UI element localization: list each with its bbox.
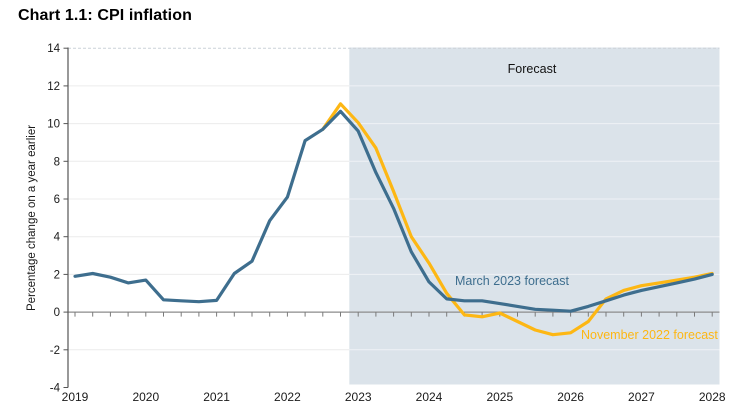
y-tick-label: 4 [54,232,61,244]
y-tick-label: 2 [54,269,60,281]
series-line-march-2023-forecast [73,109,714,313]
y-tick-label: 8 [54,156,60,168]
x-year-label: 2023 [345,390,372,404]
x-year-label: 2027 [628,390,655,404]
series-line-november-2022-forecast [321,102,714,337]
y-axis-label: Percentage change on a year earlier [26,124,38,311]
x-year-label: 2024 [416,390,443,404]
x-year-label: 2025 [486,390,513,404]
x-year-label: 2022 [274,390,301,404]
x-year-label: 2019 [62,390,89,404]
y-tick-label: 14 [47,43,60,55]
x-year-label: 2021 [203,390,230,404]
y-tick-label: 10 [47,119,60,131]
y-tick-label: 6 [54,194,60,206]
y-tick-label: 0 [54,307,60,319]
series-label-march-2023-forecast: March 2023 forecast [455,274,569,288]
x-year-label: 2020 [132,390,159,404]
x-year-label: 2026 [557,390,584,404]
y-tick-label: 12 [47,81,60,93]
series-label-november-2022-forecast: November 2022 forecast [581,328,718,342]
forecast-region-label: Forecast [507,62,557,76]
y-tick-label: -2 [50,345,60,357]
y-tick-label: -4 [50,383,61,395]
x-year-label: 2028 [699,390,726,404]
chart-title: Chart 1.1: CPI inflation [18,7,192,24]
